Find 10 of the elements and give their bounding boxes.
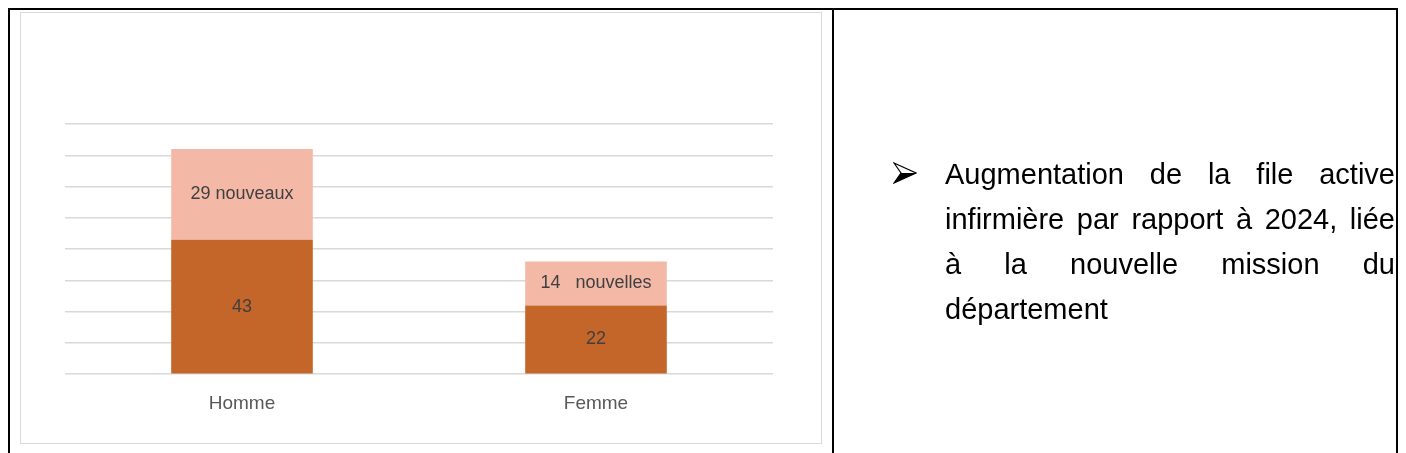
bar	[525, 305, 667, 374]
bar	[171, 239, 313, 374]
bar	[171, 149, 313, 240]
data-label: 43	[231, 295, 253, 316]
text: Augmentation de la file active infirmière par rapport à 2024, liée à la nouvelle mission du département	[945, 157, 1395, 327]
x-tick-label: Femme	[563, 391, 629, 413]
x-tick-label: Homme	[208, 391, 276, 413]
data-label: 14 nouvelles	[540, 272, 652, 293]
data-label: 29 nouveaux	[190, 183, 294, 204]
data-label: 22	[585, 328, 607, 349]
